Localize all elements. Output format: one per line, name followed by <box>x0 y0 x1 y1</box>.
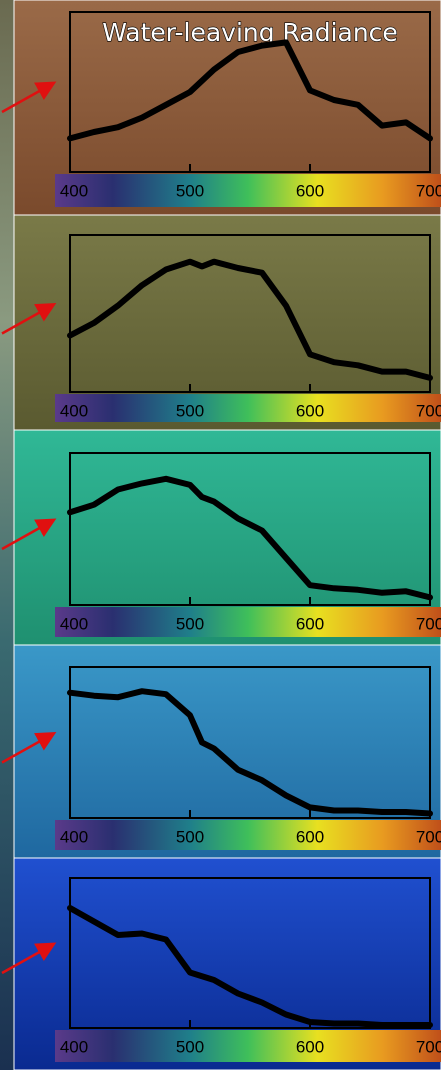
x-tick-label: 600 <box>296 614 324 633</box>
color-bar <box>55 1030 441 1062</box>
chart-title: Water-leaving Radiance <box>102 18 398 47</box>
x-tick-label: 500 <box>176 1037 204 1056</box>
panel: 400 500 600 700 <box>2 858 441 1070</box>
x-tick-label: 500 <box>176 827 204 846</box>
figure: 400 500 600 700 Water-leaving Radiance 400 500… <box>0 0 441 1070</box>
x-tick-label: 600 <box>296 827 324 846</box>
x-tick-label: 700 <box>416 1037 441 1056</box>
x-tick-label: 400 <box>60 401 88 420</box>
coast-photo <box>0 0 14 1070</box>
panel: 400 500 600 700 <box>2 645 441 858</box>
x-tick-label: 700 <box>416 827 441 846</box>
x-tick-label: 400 <box>60 1037 88 1056</box>
panel: 400 500 600 700 <box>2 430 441 645</box>
x-tick-label: 600 <box>296 181 324 200</box>
x-tick-label: 700 <box>416 181 441 200</box>
x-tick-label: 500 <box>176 614 204 633</box>
panel: 400 500 600 700 <box>2 215 441 430</box>
x-tick-label: 400 <box>60 827 88 846</box>
panel: 400 500 600 700 Water-leaving Radiance <box>2 0 441 215</box>
x-tick-label: 500 <box>176 181 204 200</box>
x-tick-label: 700 <box>416 401 441 420</box>
panels: 400 500 600 700 Water-leaving Radiance 400 500… <box>2 0 441 1070</box>
page: {"chart_data": [ {"type": "line", "title… <box>0 0 441 1070</box>
x-tick-label: 700 <box>416 614 441 633</box>
x-tick-label: 600 <box>296 1037 324 1056</box>
x-tick-label: 400 <box>60 181 88 200</box>
color-bar <box>55 607 441 637</box>
color-bar <box>55 394 441 422</box>
x-tick-label: 400 <box>60 614 88 633</box>
x-tick-label: 500 <box>176 401 204 420</box>
x-tick-label: 600 <box>296 401 324 420</box>
color-bar <box>55 820 441 850</box>
color-bar <box>55 174 441 207</box>
